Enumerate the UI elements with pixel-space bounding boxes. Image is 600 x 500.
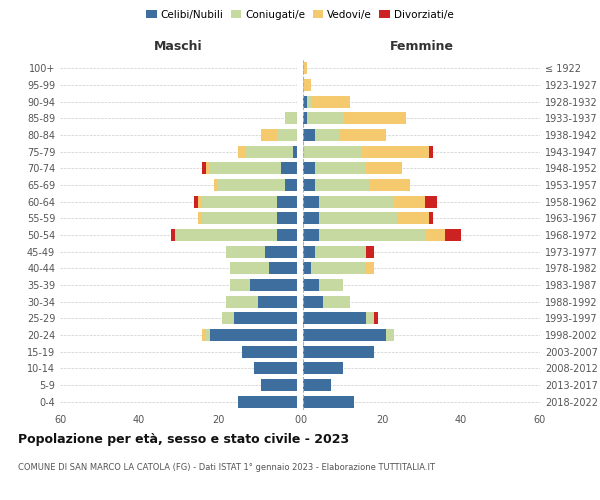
- Bar: [269, 262, 297, 274]
- Bar: [319, 229, 425, 241]
- Bar: [257, 296, 297, 308]
- Bar: [303, 362, 343, 374]
- Bar: [170, 229, 175, 241]
- Bar: [319, 196, 394, 207]
- Bar: [234, 312, 297, 324]
- Bar: [315, 179, 370, 191]
- Bar: [242, 346, 297, 358]
- Text: Maschi: Maschi: [154, 40, 203, 53]
- Bar: [218, 179, 285, 191]
- Bar: [277, 212, 297, 224]
- Bar: [315, 246, 366, 258]
- Bar: [303, 129, 315, 141]
- Bar: [277, 196, 297, 207]
- Bar: [303, 96, 307, 108]
- Bar: [307, 112, 343, 124]
- Bar: [238, 146, 245, 158]
- Bar: [250, 279, 297, 291]
- Bar: [311, 96, 350, 108]
- Bar: [303, 79, 311, 91]
- Bar: [386, 329, 394, 341]
- Bar: [277, 129, 297, 141]
- Bar: [394, 196, 425, 207]
- Bar: [175, 229, 277, 241]
- Bar: [285, 112, 297, 124]
- Bar: [265, 246, 297, 258]
- Bar: [303, 346, 374, 358]
- Bar: [222, 312, 234, 324]
- Bar: [226, 296, 257, 308]
- Bar: [303, 162, 315, 174]
- Bar: [338, 129, 386, 141]
- Bar: [303, 279, 319, 291]
- Bar: [206, 329, 210, 341]
- Bar: [366, 246, 374, 258]
- Bar: [315, 162, 366, 174]
- Bar: [366, 162, 402, 174]
- Bar: [430, 212, 433, 224]
- Bar: [277, 229, 297, 241]
- Bar: [198, 196, 202, 207]
- Bar: [303, 312, 366, 324]
- Bar: [238, 396, 297, 407]
- Bar: [206, 162, 210, 174]
- Bar: [303, 62, 307, 74]
- Bar: [303, 196, 319, 207]
- Legend: Celibi/Nubili, Coniugati/e, Vedovi/e, Divorziati/e: Celibi/Nubili, Coniugati/e, Vedovi/e, Di…: [144, 8, 456, 22]
- Bar: [303, 379, 331, 391]
- Bar: [343, 112, 406, 124]
- Bar: [198, 212, 202, 224]
- Bar: [366, 262, 374, 274]
- Bar: [303, 212, 319, 224]
- Bar: [194, 196, 198, 207]
- Bar: [425, 229, 445, 241]
- Bar: [245, 146, 293, 158]
- Bar: [430, 146, 433, 158]
- Bar: [281, 162, 297, 174]
- Bar: [303, 112, 307, 124]
- Text: COMUNE DI SAN MARCO LA CATOLA (FG) - Dati ISTAT 1° gennaio 2023 - Elaborazione T: COMUNE DI SAN MARCO LA CATOLA (FG) - Dat…: [18, 462, 435, 471]
- Bar: [425, 196, 437, 207]
- Bar: [262, 379, 297, 391]
- Bar: [210, 162, 281, 174]
- Bar: [303, 179, 315, 191]
- Bar: [303, 296, 323, 308]
- Bar: [315, 129, 338, 141]
- Bar: [398, 212, 430, 224]
- Bar: [303, 329, 386, 341]
- Bar: [262, 129, 277, 141]
- Bar: [293, 146, 297, 158]
- Bar: [370, 179, 410, 191]
- Text: Popolazione per età, sesso e stato civile - 2023: Popolazione per età, sesso e stato civil…: [18, 432, 349, 446]
- Bar: [319, 279, 343, 291]
- Bar: [226, 246, 265, 258]
- Bar: [202, 212, 277, 224]
- Bar: [374, 312, 378, 324]
- Bar: [210, 329, 297, 341]
- Bar: [303, 246, 315, 258]
- Bar: [303, 229, 319, 241]
- Bar: [311, 262, 366, 274]
- Bar: [366, 312, 374, 324]
- Bar: [362, 146, 430, 158]
- Bar: [307, 96, 311, 108]
- Bar: [323, 296, 350, 308]
- Bar: [214, 179, 218, 191]
- Bar: [303, 262, 311, 274]
- Bar: [285, 179, 297, 191]
- Text: Femmine: Femmine: [389, 40, 454, 53]
- Bar: [303, 396, 355, 407]
- Bar: [319, 212, 398, 224]
- Bar: [303, 146, 362, 158]
- Bar: [445, 229, 461, 241]
- Bar: [202, 329, 206, 341]
- Bar: [202, 162, 206, 174]
- Bar: [230, 262, 269, 274]
- Bar: [254, 362, 297, 374]
- Bar: [230, 279, 250, 291]
- Bar: [202, 196, 277, 207]
